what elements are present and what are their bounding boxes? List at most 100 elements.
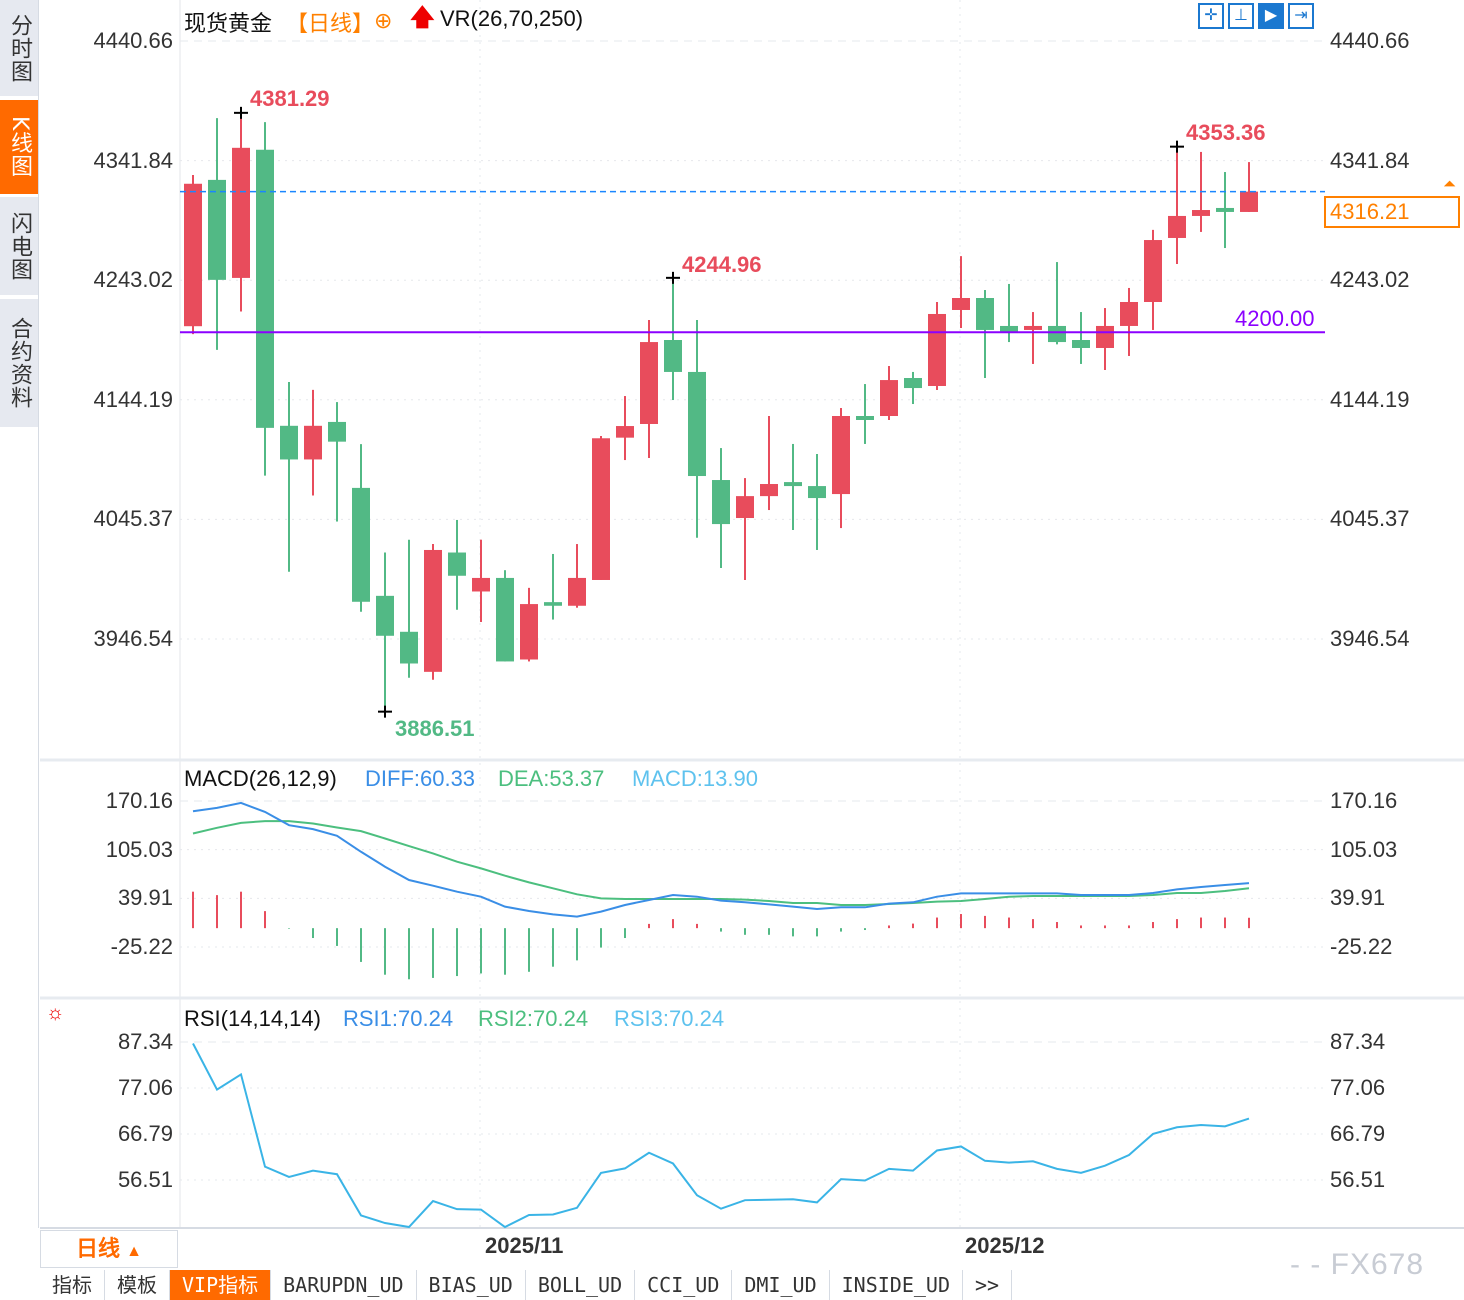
candle xyxy=(520,587,538,662)
candle xyxy=(616,396,634,461)
tab-indicator[interactable]: 指标 xyxy=(40,1270,105,1300)
candle xyxy=(472,539,490,622)
triangle-up-icon: ▲ xyxy=(126,1243,142,1260)
y-tick-label-right: 4341.84 xyxy=(1330,147,1410,173)
candle xyxy=(760,416,778,511)
y-tick-label-left: 66.79 xyxy=(117,1120,173,1146)
y-tick-label-right: 4045.37 xyxy=(1330,506,1410,532)
red-sun-icon[interactable]: ☼ xyxy=(46,1002,65,1024)
candle-body xyxy=(808,486,826,499)
y-tick-label-right: 56.51 xyxy=(1330,1167,1386,1192)
indicator-tabs: 指标 模板 VIP指标 BARUPDN_UD BIAS_UD BOLL_UD C… xyxy=(40,1270,1013,1300)
instrument-title: 现货黄金 xyxy=(184,11,273,36)
candle xyxy=(184,175,202,335)
tab-more[interactable]: >> xyxy=(963,1270,1013,1300)
tab-dmi-ud[interactable]: DMI_UD xyxy=(732,1270,830,1300)
candle xyxy=(832,408,850,529)
candle xyxy=(424,544,442,680)
candle-body xyxy=(1216,207,1234,212)
candle-body xyxy=(736,496,754,519)
scroll-end-icon[interactable]: ⇥ xyxy=(1288,3,1314,29)
tab-bias-ud[interactable]: BIAS_UD xyxy=(416,1270,526,1300)
candle xyxy=(1048,262,1066,345)
rsi-legend-rsi2: RSI2:70.24 xyxy=(478,1006,589,1031)
chart-toolbar: ✛ ⊥ ▶ ⇥ xyxy=(1198,3,1314,29)
candle xyxy=(304,389,322,496)
tab-inside-ud[interactable]: INSIDE_UD xyxy=(829,1270,964,1300)
candle-body xyxy=(856,416,874,420)
candle xyxy=(1168,146,1186,264)
dea-line xyxy=(192,820,1250,906)
candle xyxy=(568,544,586,608)
high-annotation: 4353.36 xyxy=(1186,120,1266,145)
candle xyxy=(352,444,370,612)
candle-body xyxy=(592,438,610,580)
candle-body xyxy=(880,380,898,417)
candle-body xyxy=(232,147,250,278)
y-tick-label-right: 105.03 xyxy=(1330,836,1398,862)
y-tick-label-right: 4144.19 xyxy=(1330,386,1410,412)
candle xyxy=(208,118,226,350)
candle xyxy=(1240,162,1258,212)
range-icon[interactable]: ⊥ xyxy=(1228,3,1254,29)
candle-body xyxy=(256,149,274,428)
period-selector[interactable]: 日线 ▲ xyxy=(40,1230,178,1268)
rsi-legend-rsi3: RSI3:70.24 xyxy=(614,1006,725,1031)
y-tick-label-left: 3946.54 xyxy=(93,626,173,651)
candle-body xyxy=(1120,301,1138,326)
candle xyxy=(712,448,730,569)
crosshair-icon[interactable]: ✛ xyxy=(1198,3,1224,29)
candle xyxy=(232,112,250,312)
candle xyxy=(1072,312,1090,364)
candle-body xyxy=(928,313,946,386)
tab-barupdn-ud[interactable]: BARUPDN_UD xyxy=(271,1270,417,1300)
candle-body xyxy=(184,183,202,327)
candle-body xyxy=(760,484,778,497)
circle-plus-icon[interactable]: ⊕ xyxy=(374,8,393,33)
y-tick-label-right: 170.16 xyxy=(1330,788,1398,813)
candle xyxy=(856,384,874,444)
high-annotation: 4381.29 xyxy=(250,86,330,111)
candle xyxy=(1144,229,1162,330)
candle xyxy=(1216,172,1234,249)
candle xyxy=(1024,312,1042,364)
candle-body xyxy=(352,487,370,602)
candle xyxy=(736,478,754,580)
tab-vip-indicator[interactable]: VIP指标 xyxy=(170,1270,272,1300)
y-tick-label-right: -25.22 xyxy=(1330,934,1393,959)
candle-body xyxy=(448,552,466,576)
candle xyxy=(640,320,658,458)
tab-cci-ud[interactable]: CCI_UD xyxy=(635,1270,733,1300)
candle xyxy=(544,553,562,620)
y-tick-label-left: 77.06 xyxy=(117,1075,173,1100)
red-up-arrow-icon: 🡅 xyxy=(410,4,435,31)
macd-legend-macd: MACD:13.90 xyxy=(632,766,758,791)
candle xyxy=(664,277,682,401)
sidebar-item-contract-info[interactable]: 合约资料 xyxy=(0,299,38,427)
sidebar-item-kline[interactable]: K线图 xyxy=(0,100,38,194)
sidebar-item-flash[interactable]: 闪电图 xyxy=(0,197,38,295)
candle xyxy=(808,454,826,550)
candle-body xyxy=(832,416,850,495)
zoom-right-icon[interactable]: ▶ xyxy=(1258,3,1284,29)
y-tick-label-left: 87.34 xyxy=(117,1029,173,1054)
diff-line xyxy=(192,801,1250,918)
sidebar-item-timeshare[interactable]: 分时图 xyxy=(0,0,38,96)
candle-body xyxy=(976,298,994,330)
candle-body xyxy=(1240,191,1258,212)
macd-legend-diff: DIFF:60.33 xyxy=(365,766,476,791)
candle-body xyxy=(424,549,442,672)
y-tick-label-right: 39.91 xyxy=(1330,885,1386,911)
candle-body xyxy=(1168,215,1186,238)
candle xyxy=(688,320,706,538)
candle-body xyxy=(544,602,562,606)
candle xyxy=(448,519,466,610)
candle xyxy=(784,443,802,531)
candle-body xyxy=(568,577,586,606)
tab-template[interactable]: 模板 xyxy=(105,1270,170,1300)
tab-boll-ud[interactable]: BOLL_UD xyxy=(525,1270,636,1300)
scroll-top-icon[interactable]: ⏶ xyxy=(1443,176,1456,193)
candle xyxy=(256,122,274,476)
y-tick-label-right: 87.34 xyxy=(1330,1029,1386,1054)
